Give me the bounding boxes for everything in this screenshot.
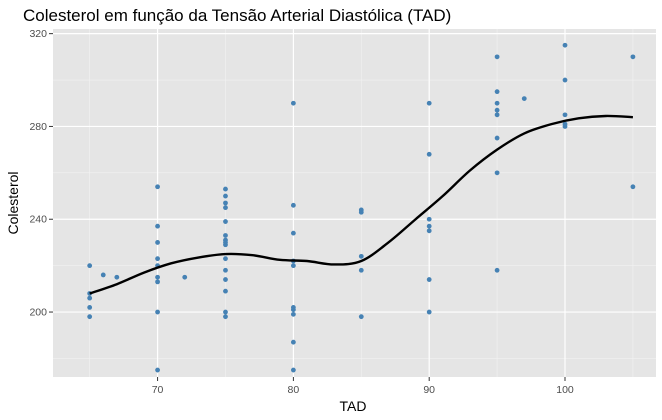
data-point (155, 309, 160, 315)
data-point (426, 277, 432, 282)
x-tick-label: 100 (556, 384, 574, 396)
data-point (290, 367, 296, 373)
data-point (223, 205, 228, 211)
data-point (426, 309, 432, 315)
data-point (358, 267, 364, 273)
data-point (223, 193, 228, 199)
data-point (426, 223, 432, 229)
y-tick-label: 320 (29, 28, 47, 40)
data-point (290, 263, 296, 269)
data-point (223, 314, 228, 320)
data-point (155, 279, 160, 285)
y-tick-label: 280 (29, 121, 47, 133)
y-tick-label: 240 (29, 214, 47, 226)
data-point (223, 256, 228, 262)
data-point (223, 219, 228, 224)
data-point (290, 339, 296, 345)
data-point (290, 307, 296, 313)
data-point (521, 96, 527, 101)
data-point (155, 240, 160, 245)
data-point (155, 184, 160, 190)
data-point (87, 295, 93, 301)
chart-title: Colesterol em função da Tensão Arterial … (23, 6, 451, 25)
x-axis-title: TAD (340, 398, 367, 414)
data-point (426, 228, 432, 234)
data-point (562, 77, 568, 83)
y-tick-label: 200 (29, 307, 47, 319)
data-point (290, 100, 296, 106)
data-point (223, 267, 228, 273)
data-point (87, 305, 93, 310)
data-point (223, 200, 228, 206)
data-point (630, 54, 636, 60)
data-point (155, 223, 160, 229)
data-point (87, 314, 93, 320)
x-tick-label: 70 (152, 384, 164, 396)
data-point (494, 100, 500, 106)
data-point (182, 274, 188, 280)
data-point (426, 100, 432, 106)
data-point (155, 367, 160, 373)
data-point (562, 112, 568, 118)
data-point (358, 209, 364, 215)
data-point (494, 170, 500, 176)
data-point (494, 107, 500, 113)
data-point (630, 184, 636, 190)
data-point (494, 112, 500, 118)
data-point (155, 256, 160, 262)
data-point (494, 89, 500, 95)
data-point (223, 242, 228, 248)
smooth-line (89, 114, 633, 295)
x-tick-label: 90 (423, 384, 435, 396)
data-point (426, 151, 432, 157)
data-point (426, 216, 432, 222)
data-point (494, 54, 500, 60)
data-point (358, 253, 364, 259)
data-point (494, 267, 500, 273)
data-point (358, 314, 364, 320)
data-point (223, 288, 228, 294)
data-point (223, 277, 228, 282)
axis-ticks: 70 80 90 100 200 240 280 320 (29, 28, 573, 396)
x-tick-label: 80 (288, 384, 300, 396)
y-axis-title: Colesterol (5, 171, 21, 234)
data-point (562, 42, 568, 48)
data-point (155, 274, 160, 280)
data-point (290, 230, 296, 236)
data-point (87, 263, 93, 269)
data-point (562, 124, 568, 129)
data-point (223, 309, 228, 315)
data-point (290, 202, 296, 208)
data-point (223, 186, 228, 192)
data-point (114, 274, 120, 280)
data-point (290, 311, 296, 317)
data-point (223, 233, 228, 238)
data-point (100, 272, 106, 278)
data-points (87, 42, 636, 373)
plot-panel (53, 29, 656, 377)
data-point (494, 135, 500, 141)
